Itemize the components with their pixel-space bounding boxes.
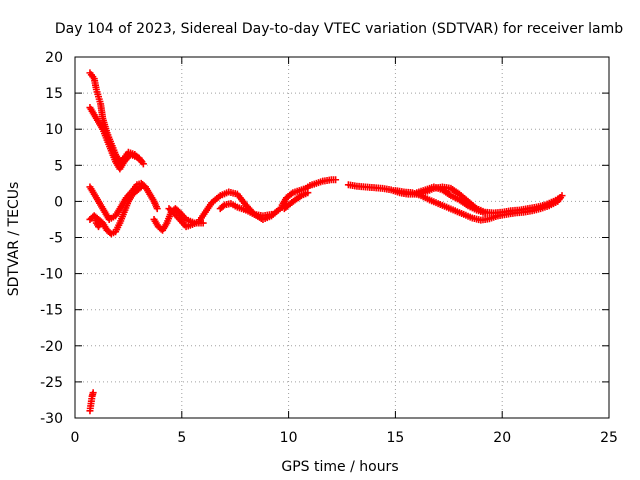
y-tick-label: -25 [40, 375, 63, 391]
data-point [97, 219, 105, 227]
grid-lines [75, 57, 609, 418]
y-tick-label: -5 [49, 231, 63, 247]
series-pass-n [86, 389, 97, 415]
data-point [153, 205, 161, 213]
x-tick-label: 25 [600, 430, 618, 446]
data-point [304, 189, 312, 197]
y-tick-label: -20 [40, 339, 63, 355]
data-point [139, 160, 147, 168]
axis-ticks: 0 5 10 15 20 25 -30 -25 -20 -15 -10 -5 0 5 10 15 20 [40, 50, 618, 446]
series-pass-i [278, 176, 340, 209]
y-tick-label: 20 [45, 50, 63, 66]
y-tick-label: 10 [45, 122, 63, 138]
data-point [89, 389, 97, 397]
x-axis-label: GPS time / hours [281, 459, 398, 475]
data-point [137, 183, 145, 191]
y-tick-label: 15 [45, 86, 63, 102]
chart-title: Day 104 of 2023, Sidereal Day-to-day VTE… [55, 21, 623, 37]
x-tick-label: 0 [71, 430, 80, 446]
series-pass-m [413, 183, 489, 217]
data-points [86, 69, 566, 415]
series-pass-b [86, 104, 147, 173]
x-tick-label: 20 [493, 430, 511, 446]
y-tick-label: -30 [40, 411, 63, 427]
y-tick-label: -10 [40, 267, 63, 283]
data-point [268, 210, 276, 218]
y-tick-label: 0 [54, 194, 63, 210]
x-tick-label: 15 [386, 430, 404, 446]
data-point [332, 176, 340, 184]
data-point [481, 209, 489, 217]
y-axis-label: SDTVAR / TECUs [6, 182, 22, 297]
series-pass-h [216, 200, 276, 220]
data-point [219, 202, 227, 210]
series-pass-j [280, 189, 312, 213]
data-point [558, 192, 566, 200]
data-point [136, 184, 144, 192]
y-tick-label: 5 [54, 158, 63, 174]
x-tick-label: 5 [177, 430, 186, 446]
series-pass-e [90, 212, 105, 231]
x-tick-label: 10 [280, 430, 298, 446]
y-tick-label: -15 [40, 303, 63, 319]
